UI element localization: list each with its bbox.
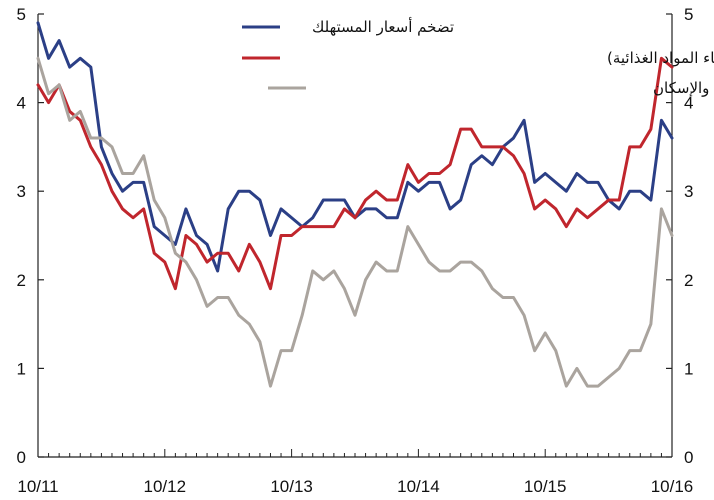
x-tick-label-10-15: 10/15 (524, 477, 567, 496)
x-tick-label-10-12: 10/12 (144, 477, 187, 496)
y-tick-label-right-4: 4 (684, 94, 693, 113)
y-tick-label-right-2: 2 (684, 271, 693, 290)
y-tick-label-left-1: 1 (17, 359, 26, 378)
x-tick-label-10-11: 10/11 (17, 477, 58, 496)
chart-axes: 0 0 1 1 2 2 3 3 4 4 5 5 10/11 10/12 10/13 10/14 10/15 10/… (17, 5, 694, 496)
legend-label-3: تضخم أسعار المستهلك باستثناء المواد الغذ… (653, 78, 714, 97)
legend-label-2: التضخم الأساس (أي باستثناء المواد الغذائ… (607, 48, 714, 68)
y-tick-label-left-0: 0 (17, 448, 26, 467)
series-line-3 (36, 56, 674, 388)
chart-series-layer (36, 21, 674, 388)
y-tick-label-left-4: 4 (17, 94, 26, 113)
series-line-1 (36, 21, 674, 273)
y-tick-label-right-1: 1 (684, 359, 693, 378)
x-tick-label-10-14: 10/14 (397, 477, 440, 496)
chart-legend: تضخم أسعار المستهلك التضخم الأساس (أي باس… (242, 17, 714, 97)
x-tick-label-10-16: 10/16 (651, 477, 694, 496)
y-tick-label-left-2: 2 (17, 271, 26, 290)
x-tick-label-10-13: 10/13 (270, 477, 313, 496)
series-line-2 (36, 56, 674, 291)
y-tick-label-right-0: 0 (684, 448, 693, 467)
legend-label-1: تضخم أسعار المستهلك (312, 17, 454, 36)
y-tick-label-left-3: 3 (17, 182, 26, 201)
y-tick-label-left-5: 5 (17, 5, 26, 24)
y-tick-label-right-3: 3 (684, 182, 693, 201)
y-tick-label-right-5: 5 (684, 5, 693, 24)
